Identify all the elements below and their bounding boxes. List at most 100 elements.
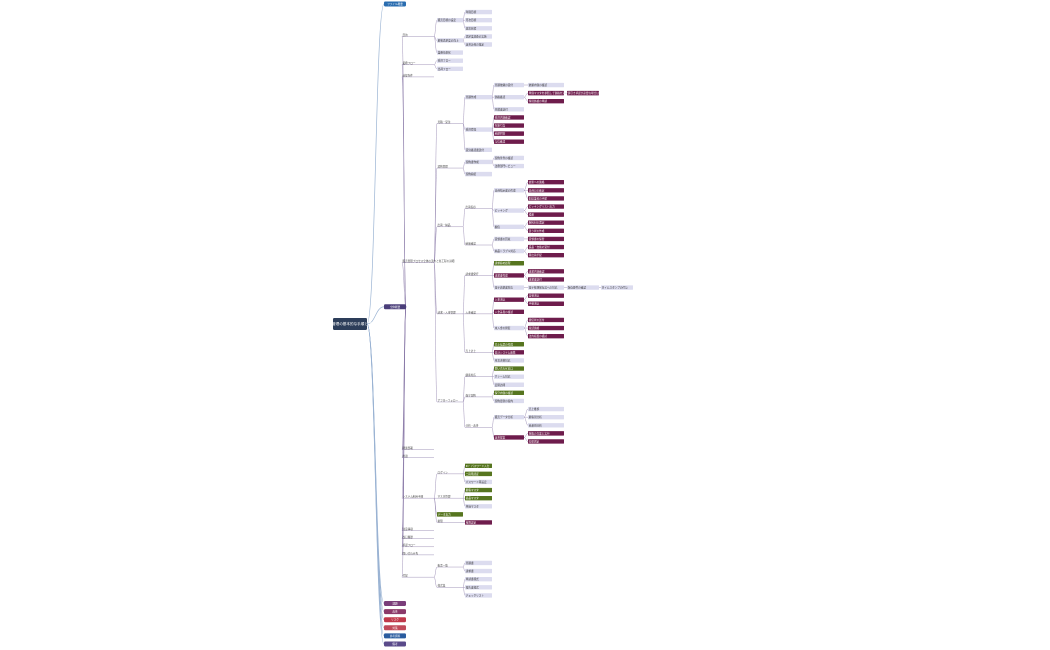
node-label: 契約更新の案内 (495, 399, 514, 403)
connector (433, 60, 438, 65)
node-box (528, 228, 564, 234)
connector (523, 299, 529, 304)
connector (523, 210, 529, 215)
node-box (528, 188, 564, 193)
node-label: システム利用手順 (403, 495, 424, 499)
node-label: 改善提案 (495, 435, 506, 439)
connector (523, 295, 529, 300)
node-box (528, 212, 564, 217)
node-box (465, 9, 492, 15)
node-box (494, 261, 524, 266)
connector (462, 566, 466, 572)
connector (462, 562, 466, 568)
node-box (465, 495, 492, 501)
node-label: 改善 (392, 610, 398, 614)
node-label: 施策の立案と実行 (529, 431, 550, 435)
node-label: 保守契約 (466, 393, 477, 397)
connector (523, 226, 529, 232)
connector (523, 222, 529, 227)
connector (491, 208, 495, 227)
connector (523, 319, 529, 329)
node-label: 様式集 (438, 584, 446, 588)
node-box (494, 374, 524, 379)
connector (491, 311, 495, 315)
connector (462, 473, 466, 483)
node-box (494, 273, 524, 278)
node-label: 満足度調査の実施 (466, 34, 487, 38)
node-box (494, 163, 524, 169)
node-box (567, 285, 599, 290)
node-label: 週次目標 (466, 26, 477, 30)
connector (491, 368, 495, 377)
node-box (437, 66, 463, 72)
connector (462, 489, 466, 499)
node-box (528, 82, 564, 88)
connector (462, 11, 466, 21)
node-box (437, 58, 463, 63)
node-box (384, 625, 406, 631)
node-label: ログイン (438, 470, 449, 474)
node-label: ID・パスワード入力 (466, 464, 490, 468)
node-label: 申請書様式 (466, 577, 479, 581)
node-box (465, 463, 492, 468)
node-label: 受注フロー (438, 59, 451, 63)
node-box (465, 504, 492, 509)
connector (491, 190, 495, 209)
node-label: 見積書 (466, 561, 474, 565)
node-label: 注意事項 (403, 527, 414, 531)
connector (491, 157, 495, 163)
node-label: 販売手順管理の基本的な手順とプロセス (318, 321, 383, 326)
connector (433, 262, 438, 403)
connector (462, 40, 466, 45)
node-label: 関連部署 (403, 446, 414, 450)
node-label: 商品マスタ (466, 496, 479, 500)
node-box (528, 180, 564, 185)
node-label: 販売データ分析 (495, 415, 514, 419)
node-label: 契約書作成 (466, 160, 479, 164)
node-label: 対策 (392, 626, 398, 630)
node-label: 報告書様式 (466, 585, 479, 589)
node-box (528, 301, 564, 306)
node-label: 請求内容確認 (529, 269, 545, 273)
node-label: 受注登録 (466, 128, 477, 132)
connector (491, 244, 495, 252)
node-label: 見積・受注 (438, 120, 451, 124)
node-box (494, 131, 524, 136)
connector (433, 64, 438, 70)
connector (491, 161, 495, 167)
node-label: 請求書発行 (466, 272, 479, 276)
connector (491, 275, 495, 288)
node-label: 売上伝票の作成 (495, 342, 514, 346)
node-label: 契約管理 (438, 164, 449, 168)
node-label: 自動消込 (529, 294, 540, 298)
connector (462, 226, 466, 246)
node-label: 電子帳簿保存法への対応 (529, 286, 558, 290)
node-label: 全体概要 (390, 305, 401, 309)
node-label: 請求書送付 (529, 277, 542, 281)
connector (462, 36, 466, 41)
connector (462, 578, 466, 588)
node-box (494, 224, 524, 229)
node-label: 単価マスタ (466, 504, 479, 508)
node-label: 業務効率化 (438, 51, 451, 55)
node-box (528, 423, 564, 428)
connector (366, 3, 385, 325)
connector (433, 20, 438, 37)
node-box (465, 26, 492, 31)
node-box (465, 127, 492, 132)
node-label: 二段階認証 (466, 472, 479, 476)
node-box (384, 1, 406, 7)
node-box (465, 568, 492, 574)
node-label: 改訂履歴 (403, 535, 414, 539)
node-label: 用語 (403, 454, 409, 458)
connector (401, 306, 407, 578)
node-label: ピッキング (495, 209, 508, 213)
node-box (494, 366, 524, 371)
node-label: 受領書の保管 (529, 237, 545, 241)
node-box (465, 576, 492, 582)
connector (523, 250, 529, 256)
connector (491, 129, 495, 142)
node-label: 参考資料 (390, 634, 401, 638)
connector (523, 190, 529, 199)
connector (523, 437, 529, 442)
